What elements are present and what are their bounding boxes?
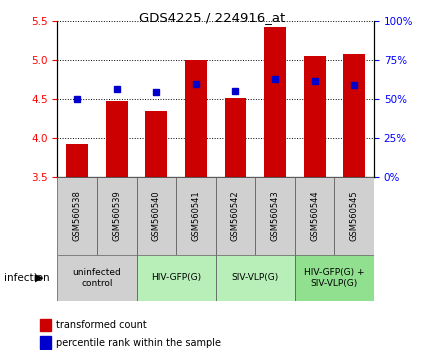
Bar: [304, 56, 326, 177]
Bar: [145, 111, 167, 177]
FancyBboxPatch shape: [215, 177, 255, 255]
Text: uninfected
control: uninfected control: [73, 268, 121, 287]
Bar: [224, 98, 246, 177]
Text: GDS4225 / 224916_at: GDS4225 / 224916_at: [139, 11, 286, 24]
Text: GSM560545: GSM560545: [350, 190, 359, 241]
Bar: [264, 27, 286, 177]
FancyBboxPatch shape: [97, 177, 136, 255]
Text: percentile rank within the sample: percentile rank within the sample: [57, 338, 221, 348]
Bar: [40, 319, 51, 331]
FancyBboxPatch shape: [136, 255, 215, 301]
Text: GSM560538: GSM560538: [73, 190, 82, 241]
Text: transformed count: transformed count: [57, 320, 147, 330]
Text: GSM560543: GSM560543: [271, 190, 280, 241]
Text: HIV-GFP(G): HIV-GFP(G): [151, 273, 201, 282]
FancyBboxPatch shape: [334, 177, 374, 255]
Bar: [106, 101, 128, 177]
Text: GSM560540: GSM560540: [152, 190, 161, 241]
FancyBboxPatch shape: [295, 255, 374, 301]
Bar: [343, 54, 365, 177]
Text: SIV-VLP(G): SIV-VLP(G): [232, 273, 279, 282]
FancyBboxPatch shape: [57, 177, 97, 255]
Bar: [66, 143, 88, 177]
Text: GSM560544: GSM560544: [310, 190, 319, 241]
FancyBboxPatch shape: [215, 255, 295, 301]
Bar: [40, 336, 51, 349]
Text: GSM560541: GSM560541: [191, 190, 201, 241]
Text: HIV-GFP(G) +
SIV-VLP(G): HIV-GFP(G) + SIV-VLP(G): [304, 268, 365, 287]
Text: GSM560539: GSM560539: [112, 190, 121, 241]
Text: GSM560542: GSM560542: [231, 190, 240, 241]
FancyBboxPatch shape: [136, 177, 176, 255]
FancyBboxPatch shape: [176, 177, 215, 255]
FancyBboxPatch shape: [255, 177, 295, 255]
Text: ▶: ▶: [35, 273, 43, 283]
Text: infection: infection: [4, 273, 50, 283]
FancyBboxPatch shape: [57, 255, 136, 301]
FancyBboxPatch shape: [295, 177, 334, 255]
Bar: [185, 60, 207, 177]
